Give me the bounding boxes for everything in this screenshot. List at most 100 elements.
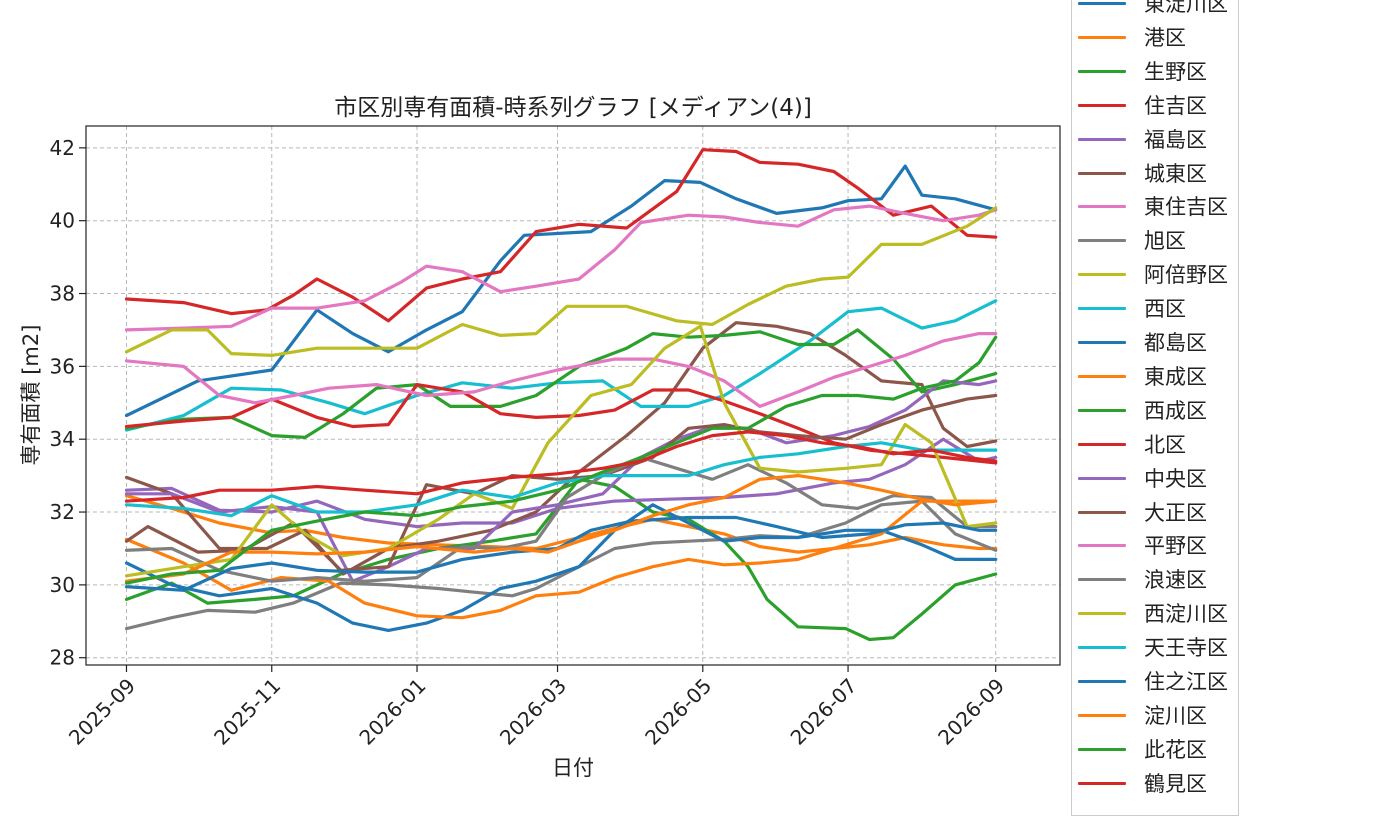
legend-label: 西成区	[1144, 398, 1207, 423]
legend-label: 淀川区	[1144, 703, 1207, 728]
legend-swatch	[1078, 171, 1126, 175]
x-tick-label: 2026-07	[786, 674, 862, 750]
legend-swatch	[1078, 35, 1126, 39]
legend-item: 旭区	[1072, 224, 1240, 258]
legend-label: 東成区	[1144, 364, 1207, 389]
legend-swatch	[1078, 680, 1126, 683]
x-tick-label: 2025-09	[64, 674, 140, 750]
legend-item: 東住吉区	[1072, 190, 1240, 224]
legend-item: 福島区	[1072, 123, 1240, 157]
legend-item: 西淀川区	[1072, 597, 1240, 631]
legend-swatch	[1078, 476, 1126, 480]
legend-item: 中央区	[1072, 462, 1240, 496]
legend-label: 西淀川区	[1144, 602, 1228, 627]
y-tick-label: 38	[50, 282, 75, 306]
x-tick-label: 2026-01	[354, 674, 430, 750]
legend-label: 浪速区	[1144, 568, 1207, 593]
legend-label: 阿倍野区	[1144, 263, 1228, 288]
series-line-23	[124, 430, 998, 503]
legend-label: 平野区	[1144, 534, 1207, 559]
legend-item: 生野区	[1072, 55, 1240, 89]
legend-item: 住吉区	[1072, 89, 1240, 123]
legend-label: 都島区	[1144, 331, 1207, 355]
y-tick-label: 36	[50, 354, 75, 378]
series-line-3	[124, 148, 998, 323]
legend-label: 中央区	[1144, 466, 1207, 491]
chart-title: 市区別専有面積-時系列グラフ [メディアン(4)]	[334, 95, 812, 121]
gridlines	[86, 126, 1060, 665]
legend-swatch	[1078, 510, 1126, 514]
legend-label: 福島区	[1144, 127, 1207, 152]
legend-item: 鶴見区	[1072, 767, 1240, 801]
legend-swatch	[1078, 578, 1126, 582]
legend: 東淀川区港区生野区住吉区福島区城東区東住吉区旭区阿倍野区西区都島区東成区西成区北…	[1071, 0, 1239, 816]
y-tick-label: 34	[50, 427, 75, 451]
series-line-16	[124, 332, 998, 408]
series-line-20	[124, 515, 998, 592]
series-line-5	[124, 321, 998, 576]
legend-label: 大正区	[1144, 500, 1207, 525]
legend-item: 此花区	[1072, 733, 1240, 767]
y-tick-label: 42	[50, 136, 75, 160]
series-layer	[124, 148, 998, 642]
legend-swatch	[1078, 103, 1126, 107]
y-tick-label: 32	[50, 500, 75, 524]
y-axis-label: 専有面積 [m2]	[19, 325, 43, 466]
legend-label: 生野区	[1144, 59, 1207, 84]
legend-item: 阿倍野区	[1072, 258, 1240, 292]
legend-label: 旭区	[1144, 229, 1186, 254]
x-tick-label: 2026-05	[640, 674, 716, 750]
legend-swatch	[1078, 781, 1126, 785]
legend-swatch	[1078, 307, 1126, 311]
legend-label: 東住吉区	[1144, 195, 1228, 220]
plot-frame	[85, 125, 1061, 666]
x-tick-label: 2026-09	[933, 674, 1009, 750]
legend-label: 住之江区	[1144, 670, 1228, 694]
series-line-12	[124, 328, 998, 439]
legend-label: 西区	[1144, 297, 1186, 322]
legend-swatch	[1078, 137, 1126, 141]
legend-label: 天王寺区	[1144, 636, 1228, 661]
legend-item: 大正区	[1072, 496, 1240, 530]
legend-swatch	[1078, 612, 1126, 616]
series-line-10	[124, 503, 998, 632]
legend-label: 鶴見区	[1144, 771, 1207, 796]
series-line-8	[124, 206, 998, 357]
legend-swatch	[1078, 341, 1126, 344]
x-tick-label: 2025-11	[209, 674, 285, 750]
y-tick-label: 40	[50, 209, 75, 233]
legend-label: 此花区	[1144, 737, 1207, 762]
series-line-9	[124, 299, 998, 432]
legend-item: 淀川区	[1072, 699, 1240, 733]
legend-item: 港区	[1072, 21, 1240, 55]
x-tick-label: 2026-03	[495, 674, 571, 750]
y-tick-label: 28	[50, 646, 75, 670]
x-axis: 2025-09 2025-11 2026-01 2026-03 2026-05 2026-…	[64, 665, 1009, 750]
series-line-17	[124, 455, 998, 583]
legend-swatch	[1078, 239, 1126, 243]
legend-label: 北区	[1144, 432, 1186, 457]
legend-label: 東淀川区	[1144, 0, 1228, 16]
y-tick-label: 30	[50, 573, 75, 597]
legend-swatch	[1078, 544, 1126, 548]
series-line-19	[124, 441, 998, 518]
legend-swatch	[1078, 273, 1126, 277]
series-line-21	[124, 474, 998, 583]
legend-item: 天王寺区	[1072, 631, 1240, 665]
legend-swatch	[1078, 69, 1126, 73]
y-axis: 28 30 32 34 36 38 40 42	[50, 136, 86, 670]
legend-label: 港区	[1144, 25, 1186, 50]
legend-swatch	[1078, 408, 1126, 412]
legend-item: 浪速区	[1072, 563, 1240, 597]
legend-swatch	[1078, 442, 1126, 446]
legend-item: 西成区	[1072, 394, 1240, 428]
legend-item: 西区	[1072, 292, 1240, 326]
x-axis-label: 日付	[552, 756, 594, 780]
series-line-15	[124, 393, 998, 572]
legend-item: 北区	[1072, 428, 1240, 462]
legend-swatch	[1078, 205, 1126, 209]
legend-item: 東淀川区	[1072, 0, 1240, 21]
series-line-22	[124, 335, 998, 585]
legend-item: 城東区	[1072, 157, 1240, 191]
legend-swatch	[1078, 646, 1126, 650]
